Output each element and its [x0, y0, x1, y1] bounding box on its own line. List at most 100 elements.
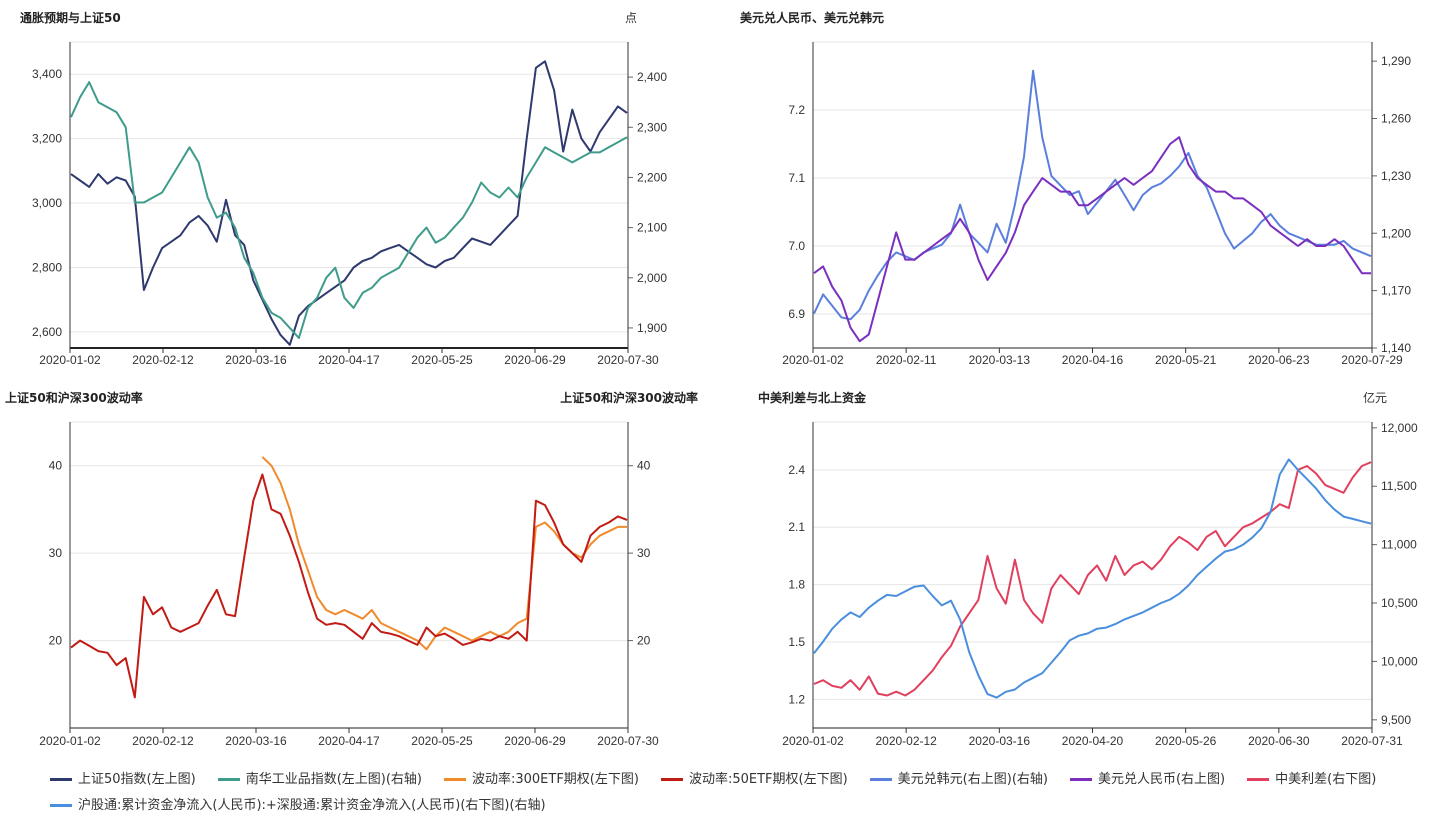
legend-swatch	[1069, 778, 1092, 781]
right-tick-label: 1,140	[1381, 341, 1411, 355]
left-tick-label: 7.2	[788, 103, 805, 117]
legend-label: 南华工业品指数(左上图)(右轴)	[245, 772, 422, 787]
legend-item[interactable]: 沪股通:累计资金净流入(人民币):+深股通:累计资金净流入(人民币)(右下图)(…	[50, 794, 546, 813]
legend-label: 美元兑韩元(右上图)(右轴)	[897, 772, 1048, 787]
series-line	[813, 136, 1371, 343]
legend-item[interactable]: 美元兑韩元(右上图)(右轴)	[869, 768, 1048, 787]
legend-swatch	[1247, 778, 1270, 781]
left-tick-label: 1.8	[788, 578, 805, 592]
x-tick-label: 2020-07-30	[597, 734, 659, 748]
right-tick-label: 1,170	[1381, 284, 1411, 298]
legend-label: 波动率:300ETF期权(左下图)	[471, 772, 639, 787]
chart-title: 通胀预期与上证50	[20, 10, 121, 25]
legend-item[interactable]: 波动率:300ETF期权(左下图)	[443, 768, 639, 787]
chart-title: 美元兑人民币、美元兑韩元	[740, 10, 884, 25]
x-tick-label: 2020-04-17	[318, 734, 380, 748]
right-tick-label: 10,000	[1381, 654, 1418, 668]
legend: 上证50指数(左上图) 南华工业品指数(左上图)(右轴) 波动率:300ETF期权(…	[50, 768, 1420, 820]
legend-item[interactable]: 中美利差(右下图)	[1247, 768, 1376, 787]
right-axis-unit: 亿元	[1363, 390, 1387, 405]
chart-usd-cny-krw: 美元兑人民币、美元兑韩元 6.9 7.0 7.1 7.2 1,140 1,170 1,200 1…	[740, 10, 1411, 367]
left-tick-label: 1.5	[788, 635, 805, 649]
x-tick-label: 2020-06-29	[504, 734, 566, 748]
legend-label: 波动率:50ETF期权(左下图)	[688, 772, 848, 787]
x-tick-label: 2020-04-17	[318, 353, 380, 367]
left-tick-label: 2.4	[788, 463, 805, 477]
left-tick-label: 3,200	[32, 132, 62, 146]
left-tick-label: 3,400	[32, 67, 62, 81]
right-tick-label: 30	[637, 546, 651, 560]
series-line	[70, 81, 628, 339]
left-tick-label: 7.1	[788, 171, 805, 185]
right-tick-label: 40	[637, 459, 651, 473]
right-tick-label: 12,000	[1381, 421, 1418, 435]
right-tick-label: 1,290	[1381, 54, 1411, 68]
legend-label: 上证50指数(左上图)	[78, 772, 196, 787]
x-tick-label: 2020-07-30	[597, 353, 659, 367]
right-tick-label: 2,000	[637, 271, 667, 285]
x-tick-label: 2020-02-11	[876, 353, 937, 367]
x-tick-label: 2020-01-02	[39, 734, 101, 748]
legend-swatch	[217, 778, 240, 781]
legend-item[interactable]: 波动率:50ETF期权(左下图)	[660, 768, 848, 787]
x-tick-label: 2020-03-16	[225, 353, 287, 367]
left-tick-label: 30	[49, 546, 63, 560]
legend-label: 中美利差(右下图)	[1275, 772, 1377, 787]
x-tick-label: 2020-05-25	[411, 734, 473, 748]
x-tick-label: 2020-02-12	[875, 734, 937, 748]
left-tick-label: 2.1	[788, 520, 805, 534]
right-tick-label: 2,400	[637, 70, 667, 84]
legend-swatch	[50, 778, 72, 781]
right-tick-label: 1,230	[1381, 169, 1411, 183]
right-axis-title: 上证50和沪深300波动率	[560, 390, 698, 405]
chart-inflation-vs-sse50: 通胀预期与上证50 点 2,600 2,800 3,000 3,200 3,400 1,900…	[20, 10, 667, 367]
x-tick-label: 2020-05-26	[1155, 734, 1217, 748]
chart-spread-northbound: 中美利差与北上资金 亿元 1.2 1.5 1.8 2.1 2.4 9,500 10,000 10,…	[758, 390, 1418, 748]
x-tick-label: 2020-02-12	[132, 353, 194, 367]
right-tick-label: 11,000	[1381, 538, 1417, 552]
legend-label: 美元兑人民币(右上图)	[1097, 772, 1226, 787]
left-tick-label: 3,000	[32, 196, 62, 210]
legend-item[interactable]: 南华工业品指数(左上图)(右轴)	[217, 768, 422, 787]
x-tick-label: 2020-04-20	[1062, 734, 1124, 748]
x-tick-label: 2020-03-13	[969, 353, 1031, 367]
x-tick-label: 2020-04-16	[1062, 353, 1124, 367]
legend-swatch	[869, 778, 892, 781]
right-tick-label: 2,300	[637, 120, 667, 134]
left-tick-label: 40	[49, 459, 63, 473]
x-tick-label: 2020-06-30	[1248, 734, 1310, 748]
right-tick-label: 1,900	[637, 321, 667, 335]
x-tick-label: 2020-05-25	[411, 353, 473, 367]
legend-swatch	[660, 778, 683, 781]
right-tick-label: 11,500	[1381, 479, 1417, 493]
legend-item[interactable]: 美元兑人民币(右上图)	[1069, 768, 1226, 787]
x-tick-label: 2020-06-29	[504, 353, 566, 367]
right-tick-label: 10,500	[1381, 596, 1418, 610]
x-tick-label: 2020-07-29	[1341, 353, 1403, 367]
right-tick-label: 1,200	[1381, 226, 1411, 240]
chart-title: 上证50和沪深300波动率	[5, 390, 143, 405]
x-tick-label: 2020-01-02	[782, 353, 844, 367]
legend-swatch	[443, 778, 466, 781]
x-tick-label: 2020-07-31	[1341, 734, 1403, 748]
x-tick-label: 2020-03-16	[969, 734, 1031, 748]
x-tick-label: 2020-01-02	[39, 353, 101, 367]
left-tick-label: 6.9	[788, 307, 805, 321]
left-tick-label: 2,600	[32, 325, 62, 339]
series-line	[70, 473, 628, 699]
legend-item[interactable]: 上证50指数(左上图)	[50, 768, 196, 787]
x-tick-label: 2020-02-12	[132, 734, 194, 748]
right-tick-label: 20	[637, 634, 651, 648]
x-tick-label: 2020-05-21	[1155, 353, 1217, 367]
left-tick-label: 7.0	[788, 239, 805, 253]
chart-volatility: 上证50和沪深300波动率 上证50和沪深300波动率 20 30 40 20 30 40 20…	[5, 390, 698, 748]
left-tick-label: 20	[49, 634, 63, 648]
legend-swatch	[50, 804, 72, 807]
x-tick-label: 2020-06-23	[1248, 353, 1310, 367]
left-tick-label: 2,800	[32, 260, 62, 274]
right-axis-unit: 点	[625, 11, 637, 25]
left-tick-label: 1.2	[788, 692, 805, 706]
x-tick-label: 2020-03-16	[225, 734, 287, 748]
right-tick-label: 9,500	[1381, 713, 1411, 727]
